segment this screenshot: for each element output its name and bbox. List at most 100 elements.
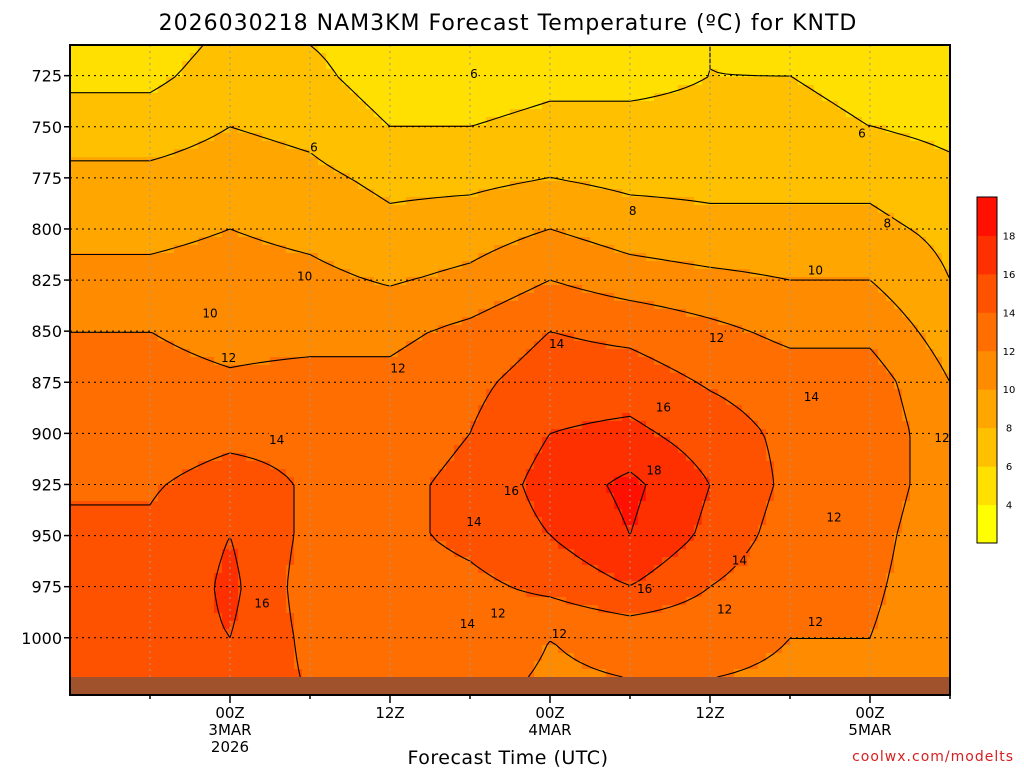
temperature-cell xyxy=(742,309,751,318)
temperature-cell xyxy=(870,381,879,390)
temperature-cell xyxy=(750,181,759,190)
temperature-cell xyxy=(590,85,599,94)
temperature-cell xyxy=(758,205,767,214)
temperature-cell xyxy=(862,317,871,326)
temperature-cell xyxy=(294,405,303,414)
temperature-cell xyxy=(222,53,231,62)
temperature-cell xyxy=(742,77,751,86)
temperature-cell xyxy=(230,157,239,166)
temperature-cell xyxy=(510,245,519,254)
temperature-cell xyxy=(286,109,295,118)
temperature-cell xyxy=(518,205,527,214)
temperature-cell xyxy=(310,133,319,142)
temperature-cell xyxy=(406,373,415,382)
temperature-cell xyxy=(830,261,839,270)
temperature-cell xyxy=(534,325,543,334)
temperature-cell xyxy=(302,205,311,214)
temperature-cell xyxy=(590,205,599,214)
temperature-cell xyxy=(846,285,855,294)
temperature-cell xyxy=(302,261,311,270)
temperature-cell xyxy=(470,157,479,166)
temperature-cell xyxy=(102,165,111,174)
temperature-cell xyxy=(734,117,743,126)
temperature-cell xyxy=(518,269,527,278)
temperature-cell xyxy=(302,253,311,262)
temperature-cell xyxy=(846,125,855,134)
temperature-cell xyxy=(862,149,871,158)
temperature-cell xyxy=(662,357,671,366)
temperature-cell xyxy=(494,125,503,134)
temperature-cell xyxy=(590,157,599,166)
temperature-cell xyxy=(886,53,895,62)
temperature-cell xyxy=(934,45,943,54)
temperature-cell xyxy=(158,293,167,302)
temperature-cell xyxy=(846,397,855,406)
temperature-cell xyxy=(846,277,855,286)
temperature-cell xyxy=(518,365,527,374)
temperature-cell xyxy=(774,301,783,310)
temperature-cell xyxy=(926,85,935,94)
temperature-cell xyxy=(262,381,271,390)
temperature-cell xyxy=(230,165,239,174)
temperature-cell xyxy=(358,53,367,62)
temperature-cell xyxy=(606,69,615,78)
temperature-cell xyxy=(838,213,847,222)
temperature-cell xyxy=(166,365,175,374)
temperature-cell xyxy=(558,205,567,214)
temperature-cell xyxy=(230,149,239,158)
temperature-cell xyxy=(590,117,599,126)
temperature-cell xyxy=(334,229,343,238)
temperature-cell xyxy=(766,125,775,134)
temperature-cell xyxy=(910,93,919,102)
temperature-cell xyxy=(438,381,447,390)
temperature-cell xyxy=(694,357,703,366)
temperature-cell xyxy=(126,365,135,374)
temperature-cell xyxy=(886,109,895,118)
temperature-cell xyxy=(478,85,487,94)
temperature-cell xyxy=(910,85,919,94)
temperature-cell xyxy=(590,389,599,398)
temperature-cell xyxy=(134,317,143,326)
temperature-cell xyxy=(262,189,271,198)
temperature-cell xyxy=(814,205,823,214)
temperature-cell xyxy=(542,349,551,358)
temperature-cell xyxy=(318,253,327,262)
temperature-cell xyxy=(390,53,399,62)
temperature-cell xyxy=(158,373,167,382)
temperature-cell xyxy=(550,101,559,110)
temperature-cell xyxy=(630,397,639,406)
temperature-cell xyxy=(742,181,751,190)
temperature-cell xyxy=(438,77,447,86)
temperature-cell xyxy=(158,85,167,94)
temperature-cell xyxy=(678,333,687,342)
temperature-cell xyxy=(214,117,223,126)
temperature-cell xyxy=(534,61,543,70)
temperature-cell xyxy=(206,405,215,414)
temperature-cell xyxy=(870,149,879,158)
temperature-cell xyxy=(806,125,815,134)
temperature-cell xyxy=(782,261,791,270)
temperature-cell xyxy=(702,157,711,166)
temperature-cell xyxy=(350,141,359,150)
temperature-cell xyxy=(462,285,471,294)
temperature-cell xyxy=(838,221,847,230)
temperature-cell xyxy=(566,245,575,254)
temperature-cell xyxy=(278,357,287,366)
temperature-cell xyxy=(254,173,263,182)
temperature-cell xyxy=(718,77,727,86)
temperature-cell xyxy=(726,125,735,134)
temperature-cell xyxy=(542,333,551,342)
temperature-cell xyxy=(358,317,367,326)
temperature-cell xyxy=(534,333,543,342)
temperature-cell xyxy=(374,381,383,390)
temperature-cell xyxy=(158,53,167,62)
temperature-cell xyxy=(598,293,607,302)
temperature-cell xyxy=(446,357,455,366)
temperature-cell xyxy=(678,221,687,230)
temperature-cell xyxy=(518,373,527,382)
temperature-cell xyxy=(470,101,479,110)
temperature-cell xyxy=(774,245,783,254)
temperature-cell xyxy=(486,165,495,174)
temperature-cell xyxy=(862,245,871,254)
temperature-cell xyxy=(78,197,87,206)
